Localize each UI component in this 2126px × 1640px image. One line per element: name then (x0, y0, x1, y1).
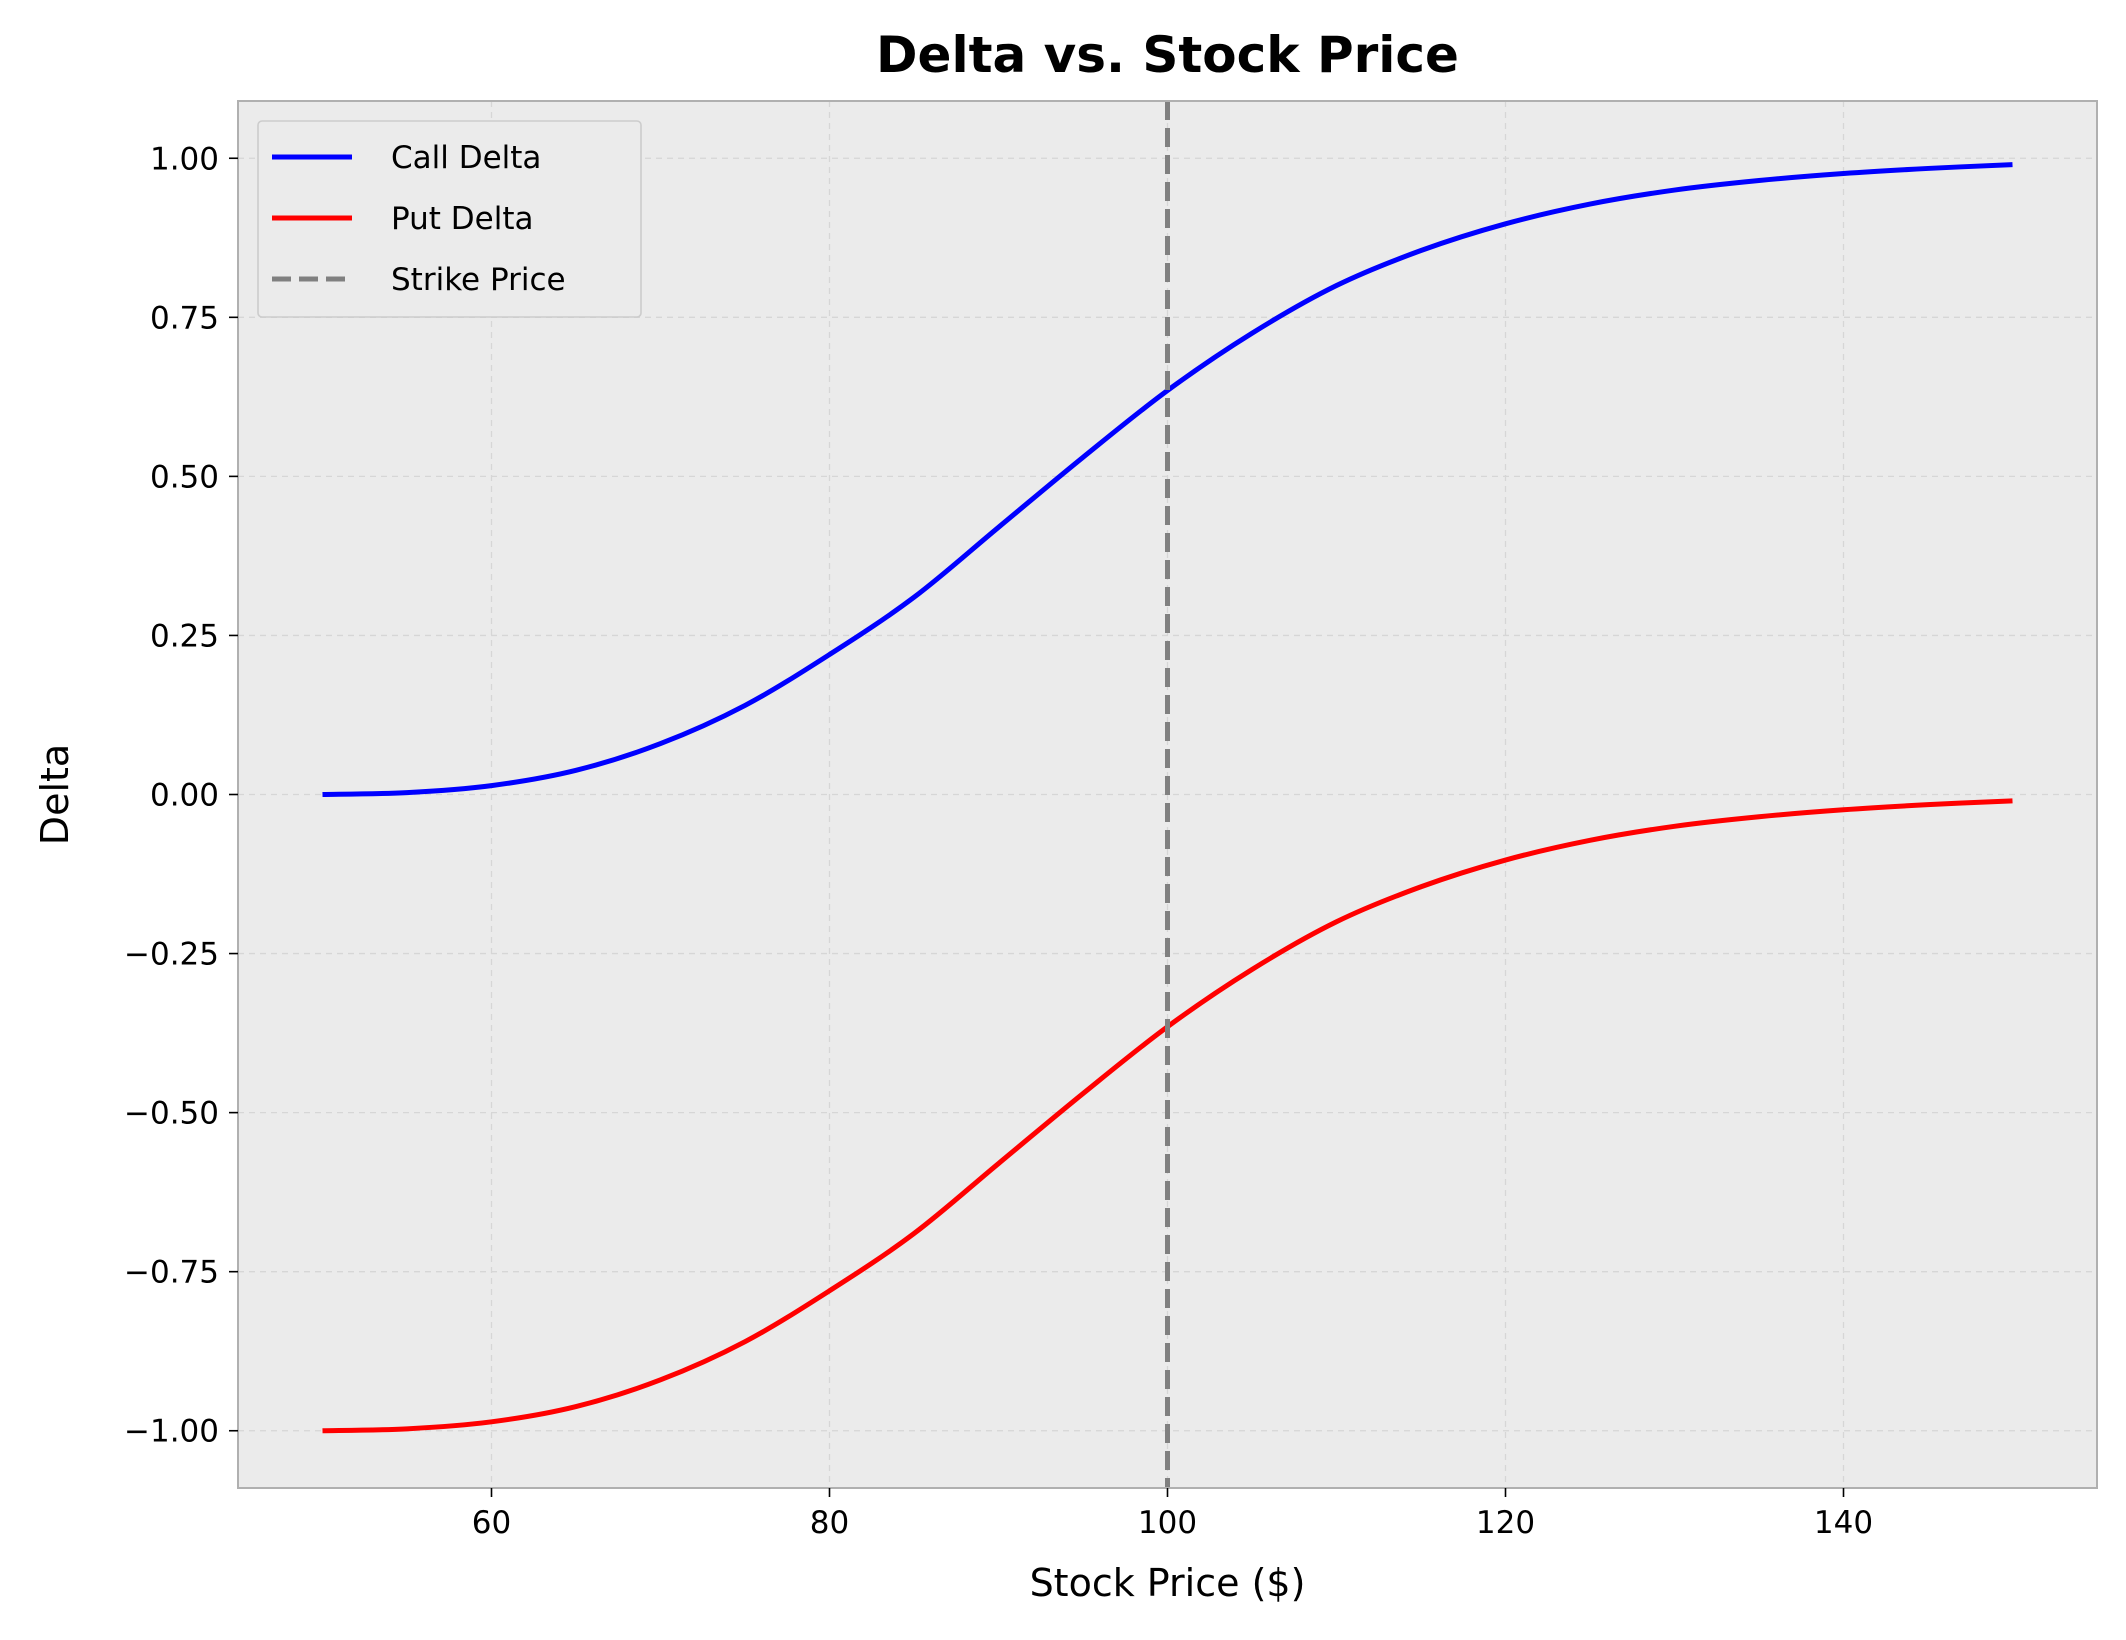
y-tick-label: −0.75 (124, 1255, 219, 1291)
x-tick-label: 120 (1476, 1505, 1535, 1541)
x-tick-label: 100 (1138, 1505, 1197, 1541)
y-axis-label: Delta (33, 744, 77, 845)
y-tick-label: 0.00 (150, 778, 219, 814)
put-delta-legend-label: Put Delta (391, 201, 534, 237)
legend-box (257, 120, 642, 318)
y-tick-label: 0.25 (150, 618, 219, 654)
y-tick-label: 0.50 (150, 459, 219, 495)
x-tick-label: 80 (810, 1505, 849, 1541)
series-layer (322, 101, 2013, 1488)
x-tick-label: 140 (1814, 1505, 1873, 1541)
chart-title: Delta vs. Stock Price (876, 26, 1459, 84)
y-tick-label: 0.75 (150, 300, 219, 336)
y-tick-label: −1.00 (124, 1414, 219, 1450)
strike-price-legend-label: Strike Price (391, 262, 566, 298)
y-tick-label: −0.50 (124, 1096, 219, 1132)
x-tick-label: 60 (472, 1505, 511, 1541)
x-axis-label: Stock Price ($) (1030, 1561, 1306, 1605)
legend: Call Delta Put Delta Strike Price (257, 120, 642, 318)
y-tick-label: 1.00 (150, 141, 219, 177)
call-delta-line (322, 162, 2013, 797)
call-delta-legend-label: Call Delta (391, 140, 541, 176)
y-tick-label: −0.25 (124, 937, 219, 973)
axis-ticks: 60 80 100 120 140 1.00 0.75 0.50 0.25 0.00 −0.25 −0… (124, 141, 1873, 1541)
put-delta-line (322, 798, 2013, 1434)
